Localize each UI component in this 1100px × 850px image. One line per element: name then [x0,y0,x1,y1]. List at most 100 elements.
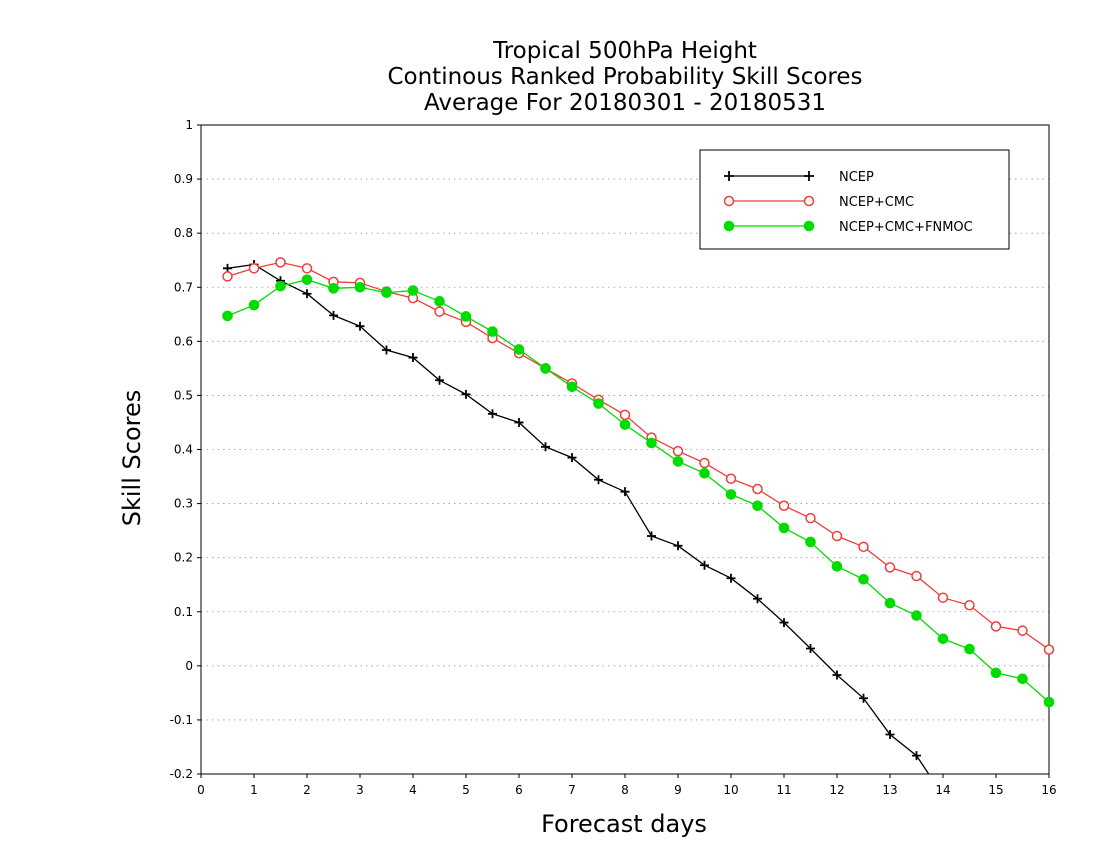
data-point-ncep-cmc-fnmoc [540,363,551,374]
data-point-ncep [382,345,391,355]
y-tick-label: -0.1 [170,713,193,727]
series-ncep-cmc [222,257,1055,655]
data-point-ncep-cmc [805,512,816,524]
data-point-ncep-cmc [858,541,869,553]
data-point-ncep-cmc-fnmoc [1043,696,1055,708]
series-ncep-cmc-fnmoc [222,274,1055,708]
y-tick-label: 0.2 [174,551,193,565]
legend-marker-ncep-cmc-right [803,195,815,207]
y-tick-label: 0.7 [174,280,193,294]
chart-title-line-3: Average For 20180301 - 20180531 [424,90,826,116]
data-point-ncep-cmc [911,570,922,582]
data-point-ncep-cmc-fnmoc [699,467,710,479]
x-tick-label: 8 [621,783,629,797]
x-tick-label: 3 [356,783,364,797]
data-point-ncep-cmc-fnmoc [725,489,737,500]
data-point-ncep [885,730,895,740]
data-point-ncep-cmc [248,263,260,274]
data-point-ncep-cmc-fnmoc [275,280,286,292]
legend-marker-ncep-cmc-left [723,195,735,207]
data-point-ncep-cmc-fnmoc [911,610,922,621]
data-point-ncep [488,409,497,419]
data-point-ncep-cmc [434,306,445,317]
x-tick-label: 15 [988,783,1003,797]
x-tick-label: 16 [1041,783,1056,797]
legend-label-ncep-cmc: NCEP+CMC [839,195,914,210]
legend-box [699,149,1010,250]
series-layer [222,257,1055,774]
series-line-ncep-cmc-fnmoc [227,279,1049,703]
data-point-ncep-cmc [884,562,896,573]
y-tick-label: 1 [185,118,193,132]
data-point-ncep-cmc [725,473,737,484]
legend-marker-ncep [724,171,814,181]
series-line-ncep-cmc [227,261,1049,651]
data-point-ncep [753,594,762,604]
data-point-ncep-cmc [1017,625,1028,636]
data-point-ncep-cmc [778,500,790,511]
x-tick-label: 14 [935,783,950,797]
data-point-ncep-cmc-fnmoc [831,561,843,572]
data-point-ncep-cmc-fnmoc [672,456,684,467]
legend-item-ncep: NCEP [724,170,874,185]
x-tick-label: 10 [723,783,738,797]
legend: NCEP NCEP+CMC NCEP+CMC+FNMOC [699,149,1010,250]
y-tick-label: 0.5 [174,388,193,402]
x-tick-label: 11 [776,783,791,797]
data-point-ncep-cmc [301,263,313,274]
data-point-ncep-cmc [699,457,710,469]
legend-label-ncep: NCEP [839,170,874,185]
data-point-ncep-cmc-fnmoc [778,522,790,534]
x-tick-label: 5 [462,783,470,797]
data-point-ncep [514,417,524,427]
data-point-ncep-cmc-fnmoc [460,311,472,322]
axis-ticks: 10.90.80.70.60.50.40.30.20.10-0.1-0.20 1 2… [170,118,1057,797]
y-tick-label: 0 [185,659,193,673]
data-point-ncep-cmc-fnmoc [593,398,604,409]
series-ncep [223,260,930,774]
y-tick-label: 0.4 [174,443,193,457]
data-point-ncep [912,751,921,761]
data-point-ncep-cmc-fnmoc [990,667,1002,679]
y-tick-label: 0.3 [174,497,193,511]
y-tick-label: 0.1 [174,605,193,619]
x-tick-label: 12 [829,783,844,797]
data-point-ncep [435,375,444,385]
legend-item-ncep-cmc-fnmoc: NCEP+CMC+FNMOC [723,220,973,235]
data-point-ncep-cmc [619,409,631,421]
data-point-ncep-cmc [964,600,975,611]
series-line-ncep [227,263,930,774]
data-point-ncep [408,353,418,363]
data-point-ncep [329,310,338,320]
data-point-ncep-cmc [937,592,949,603]
y-tick-label: -0.2 [170,767,193,781]
data-point-ncep-cmc-fnmoc [513,344,525,355]
data-point-ncep-cmc-fnmoc [619,419,631,430]
x-tick-label: 1 [250,783,258,797]
chart-title-line-2: Continous Ranked Probability Skill Score… [387,64,862,90]
data-point-ncep [806,644,815,654]
data-point-ncep-cmc-fnmoc [434,296,445,307]
y-tick-label: 0.6 [174,334,193,348]
data-point-ncep-cmc-fnmoc [858,574,869,585]
x-tick-label: 7 [568,783,576,797]
data-point-ncep-cmc-fnmoc [1017,673,1028,685]
data-point-ncep [302,289,312,299]
data-point-ncep [779,618,789,628]
data-point-ncep [859,693,868,703]
data-point-ncep-cmc [1043,644,1055,655]
data-point-ncep-cmc-fnmoc [884,597,896,609]
data-point-ncep [567,453,577,463]
legend-marker-ncep-cmc-fnmoc-right [803,220,815,232]
data-point-ncep [594,475,603,485]
data-point-ncep-cmc [831,530,843,542]
legend-item-ncep-cmc: NCEP+CMC [723,195,914,210]
data-point-ncep-cmc [752,483,763,495]
x-tick-label: 9 [674,783,682,797]
data-point-ncep [541,442,550,452]
data-point-ncep-cmc-fnmoc [964,643,975,655]
data-point-ncep-cmc [222,271,233,282]
y-tick-label: 0.9 [174,172,193,186]
chart-title-line-1: Tropical 500hPa Height [492,38,757,64]
data-point-ncep-cmc-fnmoc [937,633,949,645]
